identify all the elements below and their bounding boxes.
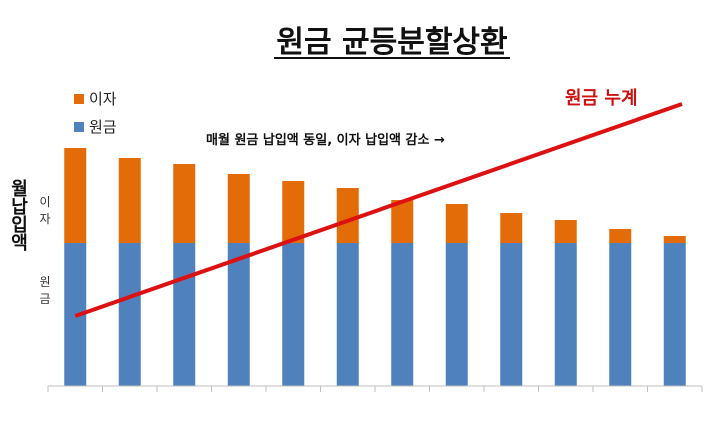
cumulative-principal-label: 원금 누계	[565, 88, 638, 109]
annotation-text: 매월 원금 납입액 동일, 이자 납입액 감소 →	[206, 132, 445, 148]
bar-principal-9	[500, 243, 523, 386]
bar-principal-11	[609, 243, 632, 386]
bar-principal-2	[118, 243, 141, 386]
bar-interest-10	[554, 220, 577, 243]
bar-principal-6	[336, 243, 359, 386]
bar-interest-7	[391, 200, 414, 243]
bar-interest-9	[500, 213, 523, 243]
cumulative-principal-line	[74, 102, 683, 318]
segment-label-principal-2: 금	[39, 292, 50, 306]
bar-principal-5	[282, 243, 305, 386]
bars-group	[64, 148, 686, 386]
legend-label-principal: 원금	[89, 118, 117, 136]
x-axis-ticks	[47, 386, 703, 392]
bar-principal-4	[227, 243, 250, 386]
chart-title: 원금 균등분할상환	[276, 25, 507, 60]
bar-principal-7	[391, 243, 414, 386]
bar-principal-10	[554, 243, 577, 386]
bar-principal-3	[173, 243, 196, 386]
bar-principal-12	[663, 243, 686, 386]
bar-interest-6	[336, 188, 359, 243]
bar-interest-11	[609, 229, 632, 243]
bar-interest-8	[445, 204, 468, 243]
segment-label-interest-1: 이	[39, 195, 50, 209]
legend-swatch-principal	[74, 122, 84, 132]
bar-interest-1	[64, 148, 87, 243]
bar-interest-12	[663, 236, 686, 243]
y-axis-label: 월납입액	[8, 179, 29, 252]
segment-label-principal-1: 원	[39, 275, 50, 289]
segment-label-interest-2: 자	[39, 212, 50, 226]
bar-interest-3	[173, 164, 196, 243]
legend-label-interest: 이자	[89, 90, 117, 108]
bar-interest-2	[118, 158, 141, 243]
bar-interest-4	[227, 174, 250, 243]
bar-interest-5	[282, 181, 305, 243]
legend-swatch-interest	[74, 94, 84, 104]
bar-principal-8	[445, 243, 468, 386]
